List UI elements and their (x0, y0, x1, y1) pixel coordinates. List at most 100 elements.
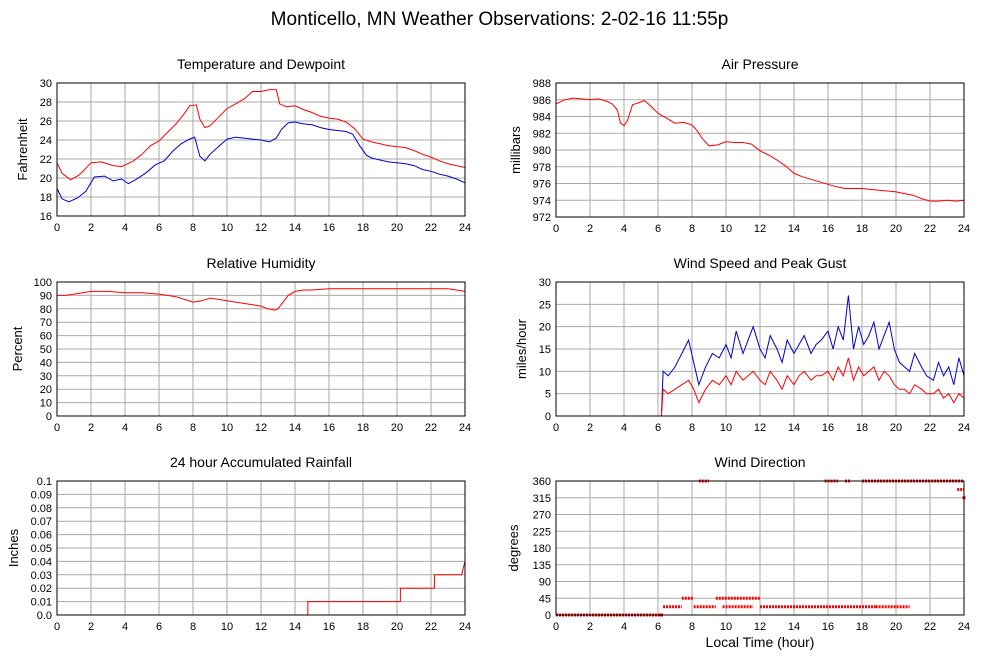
y-axis-label: millibars (508, 126, 523, 174)
x-tick-label: 20 (890, 621, 902, 633)
x-tick-label: 14 (289, 422, 301, 434)
x-axis-title: Local Time (hour) (705, 634, 815, 650)
x-tick-label: 10 (221, 222, 233, 234)
x-tick-label: 8 (190, 621, 196, 633)
x-tick-label: 10 (720, 621, 732, 633)
x-tick-label: 24 (958, 621, 970, 633)
y-tick-label: 984 (533, 112, 551, 124)
x-tick-label: 22 (924, 422, 936, 434)
x-tick-label: 22 (924, 223, 936, 235)
plot-frame (555, 480, 965, 616)
y-tick-label: 0.04 (31, 556, 52, 568)
x-tick-label: 18 (856, 223, 868, 235)
y-axis-label: miles/hour (514, 318, 529, 379)
x-tick-label: 20 (391, 621, 403, 633)
x-tick-label: 16 (323, 422, 335, 434)
x-tick-label: 14 (289, 222, 301, 234)
x-tick-label: 18 (357, 621, 369, 633)
y-tick-label: 0 (545, 411, 551, 423)
series-line-1 (555, 97, 965, 202)
x-tick-label: 24 (459, 422, 471, 434)
x-tick-label: 2 (587, 621, 593, 633)
x-tick-label: 4 (621, 621, 627, 633)
y-tick-label: 978 (533, 162, 551, 174)
x-tick-label: 12 (255, 621, 267, 633)
x-tick-label: 8 (190, 222, 196, 234)
y-tick-label: 0.05 (31, 543, 52, 555)
x-tick-label: 16 (323, 621, 335, 633)
chart-title: Relative Humidity (207, 255, 316, 271)
y-tick-label: 980 (533, 145, 551, 157)
chart-title: 24 hour Accumulated Rainfall (170, 454, 352, 470)
x-tick-label: 0 (553, 621, 559, 633)
x-tick-label: 22 (924, 621, 936, 633)
y-tick-label: 28 (40, 97, 52, 109)
series-line-1 (57, 288, 466, 311)
y-tick-label: 20 (40, 384, 52, 396)
x-tick-label: 24 (958, 223, 970, 235)
x-tick-label: 22 (425, 222, 437, 234)
page-title: Monticello, MN Weather Observations: 2-0… (270, 9, 729, 30)
x-tick-label: 16 (822, 223, 834, 235)
x-tick-label: 0 (553, 223, 559, 235)
series-line-2 (56, 121, 466, 203)
x-tick-label: 0 (553, 422, 559, 434)
y-tick-label: 10 (40, 398, 52, 410)
x-tick-label: 20 (391, 222, 403, 234)
y-tick-label: 22 (40, 154, 52, 166)
series-line-2 (556, 357, 965, 417)
y-tick-label: 976 (533, 179, 551, 191)
y-tick-label: 0.03 (31, 570, 52, 582)
y-tick-label: 0 (545, 610, 551, 622)
y-axis-label: Fahrenheit (15, 118, 30, 181)
x-tick-label: 22 (425, 621, 437, 633)
y-tick-label: 5 (545, 389, 551, 401)
chart-title: Wind Speed and Peak Gust (674, 255, 847, 271)
x-tick-label: 14 (788, 621, 800, 633)
y-tick-label: 15 (539, 344, 551, 356)
x-tick-label: 4 (122, 621, 128, 633)
y-tick-label: 40 (40, 357, 52, 369)
y-tick-label: 0.1 (37, 476, 52, 488)
y-tick-label: 30 (40, 371, 52, 383)
x-tick-label: 6 (655, 422, 661, 434)
x-tick-label: 8 (689, 422, 695, 434)
x-tick-label: 24 (459, 222, 471, 234)
y-axis-label: degrees (506, 524, 521, 571)
x-tick-label: 6 (156, 422, 162, 434)
y-tick-label: 0.0 (37, 610, 52, 622)
plot-frame (555, 281, 965, 417)
y-tick-label: 135 (533, 560, 551, 572)
y-tick-label: 270 (533, 510, 551, 522)
x-tick-label: 16 (822, 621, 834, 633)
x-tick-label: 10 (221, 422, 233, 434)
x-tick-label: 6 (655, 621, 661, 633)
x-tick-label: 14 (788, 422, 800, 434)
x-tick-label: 18 (357, 422, 369, 434)
x-tick-label: 18 (856, 621, 868, 633)
x-tick-label: 8 (689, 223, 695, 235)
x-tick-label: 4 (122, 422, 128, 434)
x-tick-label: 10 (221, 621, 233, 633)
y-tick-label: 360 (533, 476, 551, 488)
x-tick-label: 18 (856, 422, 868, 434)
y-tick-label: 988 (533, 78, 551, 90)
x-tick-label: 2 (88, 621, 94, 633)
y-tick-label: 0.01 (31, 597, 52, 609)
chart-title: Air Pressure (721, 56, 798, 72)
y-tick-label: 80 (40, 304, 52, 316)
y-axis-label: Percent (10, 326, 25, 371)
x-tick-label: 16 (822, 422, 834, 434)
x-tick-label: 4 (122, 222, 128, 234)
y-tick-label: 100 (34, 277, 52, 289)
x-tick-label: 2 (587, 422, 593, 434)
y-tick-label: 50 (40, 344, 52, 356)
x-tick-label: 0 (54, 222, 60, 234)
x-tick-label: 0 (54, 422, 60, 434)
x-tick-label: 6 (156, 222, 162, 234)
x-tick-label: 2 (587, 223, 593, 235)
